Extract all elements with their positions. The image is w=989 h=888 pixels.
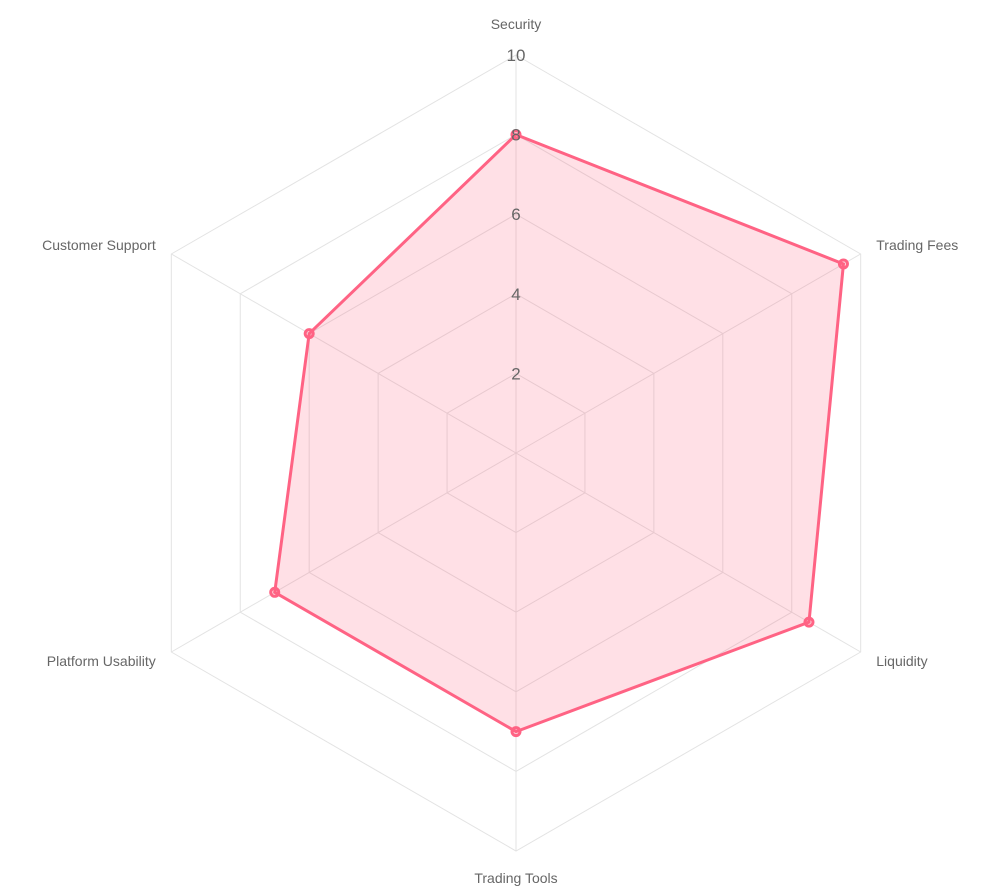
data-point[interactable] — [510, 129, 522, 141]
tick-label: 4 — [511, 285, 520, 304]
tick-label: 2 — [511, 364, 520, 383]
data-point[interactable] — [303, 328, 315, 340]
axis-label: Trading Fees — [876, 237, 958, 253]
data-point[interactable] — [803, 616, 815, 628]
tick-label: 10 — [507, 46, 526, 65]
data-point[interactable] — [837, 258, 849, 270]
axis-label: Customer Support — [42, 237, 156, 253]
data-point[interactable] — [510, 726, 522, 738]
data-point[interactable] — [269, 586, 281, 598]
axis-label: Liquidity — [876, 653, 927, 669]
radar-series — [269, 129, 849, 738]
grid-spoke — [515, 452, 861, 653]
tick-label: 6 — [511, 205, 520, 224]
series-area — [273, 132, 846, 734]
tick-label: 8 — [511, 126, 520, 145]
grid-spoke — [171, 452, 517, 653]
grid-spoke — [515, 253, 861, 454]
axis-label: Security — [491, 16, 542, 32]
radar-grid — [170, 54, 862, 852]
axis-labels: Security Trading Fees Liquidity Trading Too… — [42, 16, 958, 886]
grid-spoke — [171, 253, 517, 454]
radial-ticks: 2 4 6 8 10 — [507, 46, 526, 383]
axis-label: Trading Tools — [474, 870, 557, 886]
axis-label: Platform Usability — [47, 653, 156, 669]
